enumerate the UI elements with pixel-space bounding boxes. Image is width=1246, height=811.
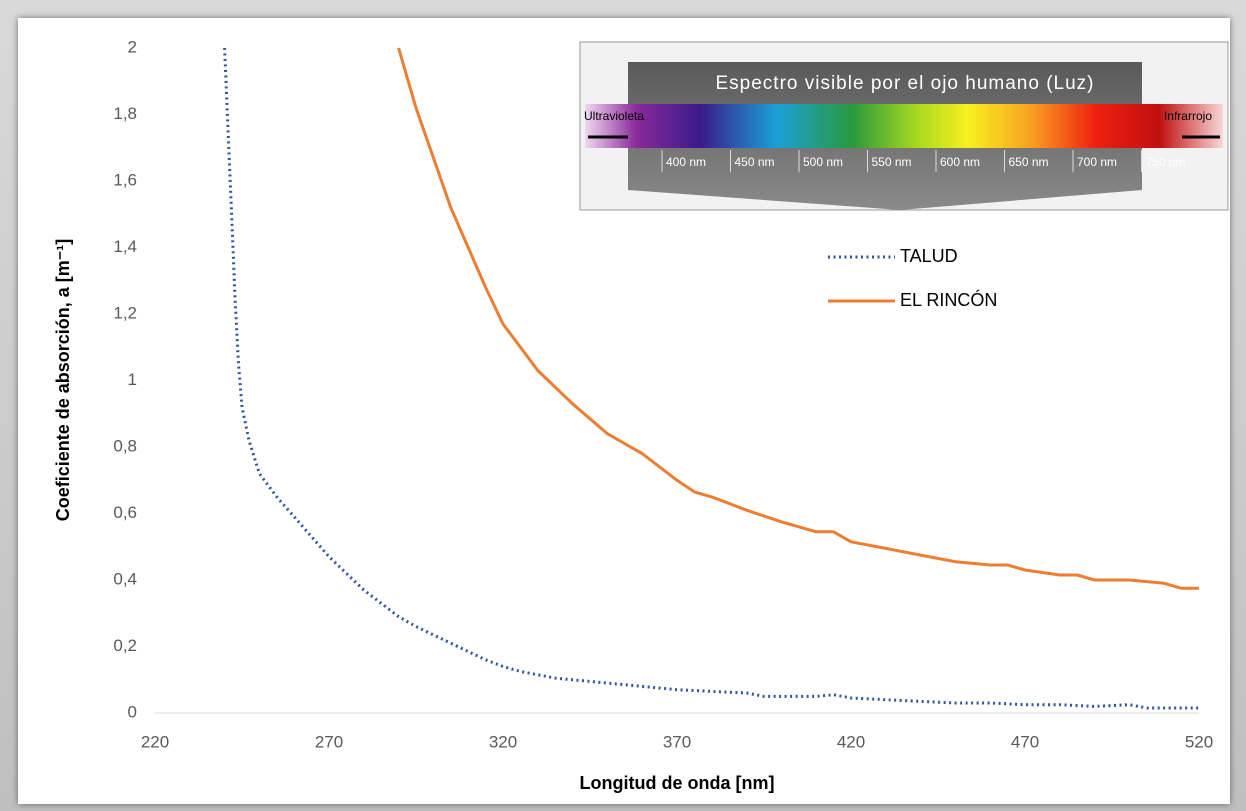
y-tick-label: 0,6: [113, 503, 137, 522]
x-tick-label: 520: [1185, 732, 1213, 751]
x-tick-label: 420: [837, 732, 865, 751]
inset-scale-label: 700 nm: [1077, 155, 1117, 169]
legend-label: TALUD: [900, 246, 958, 266]
x-tick-label: 370: [663, 732, 691, 751]
x-tick-label: 470: [1011, 732, 1039, 751]
inset-title: Espectro visible por el ojo humano (Luz): [715, 73, 1094, 94]
y-axis-title: Coeficiente de absorción, a [m⁻¹]: [53, 239, 73, 522]
y-tick-label: 1: [128, 370, 137, 389]
y-tick-label: 0: [128, 702, 137, 721]
y-tick-label: 0,2: [113, 636, 137, 655]
inset-scale-label: 650 nm: [1009, 155, 1049, 169]
x-tick-label: 220: [141, 732, 169, 751]
y-tick-label: 0,4: [113, 569, 137, 588]
inset-label: Ultravioleta: [584, 109, 644, 123]
y-tick-label: 1,4: [113, 237, 137, 256]
inset-scale-label: 400 nm: [666, 155, 706, 169]
inset-scale-label: 550 nm: [872, 155, 912, 169]
inset-label: Infrarrojo: [1164, 109, 1212, 123]
x-axis-title: Longitud de onda [nm]: [580, 773, 775, 793]
y-tick-label: 2: [128, 37, 137, 56]
y-tick-label: 1,6: [113, 170, 137, 189]
inset-scale-label: 600 nm: [940, 155, 980, 169]
x-tick-label: 270: [315, 732, 343, 751]
y-tick-label: 1,8: [113, 104, 137, 123]
y-tick-label: 1,2: [113, 303, 137, 322]
y-tick-label: 0,8: [113, 436, 137, 455]
data-line: [397, 47, 1199, 590]
inset-scale-label: 500 nm: [803, 155, 843, 169]
legend-label: EL RINCÓN: [900, 289, 997, 310]
inset-scale-label: 450 nm: [735, 155, 775, 169]
inset-scale-label: 750 nm: [1146, 155, 1186, 169]
data-line: [223, 47, 1199, 710]
inset: Espectro visible por el ojo humano (Luz)…: [579, 41, 1229, 211]
x-tick-label: 320: [489, 732, 517, 751]
spectrum: [585, 104, 1223, 148]
